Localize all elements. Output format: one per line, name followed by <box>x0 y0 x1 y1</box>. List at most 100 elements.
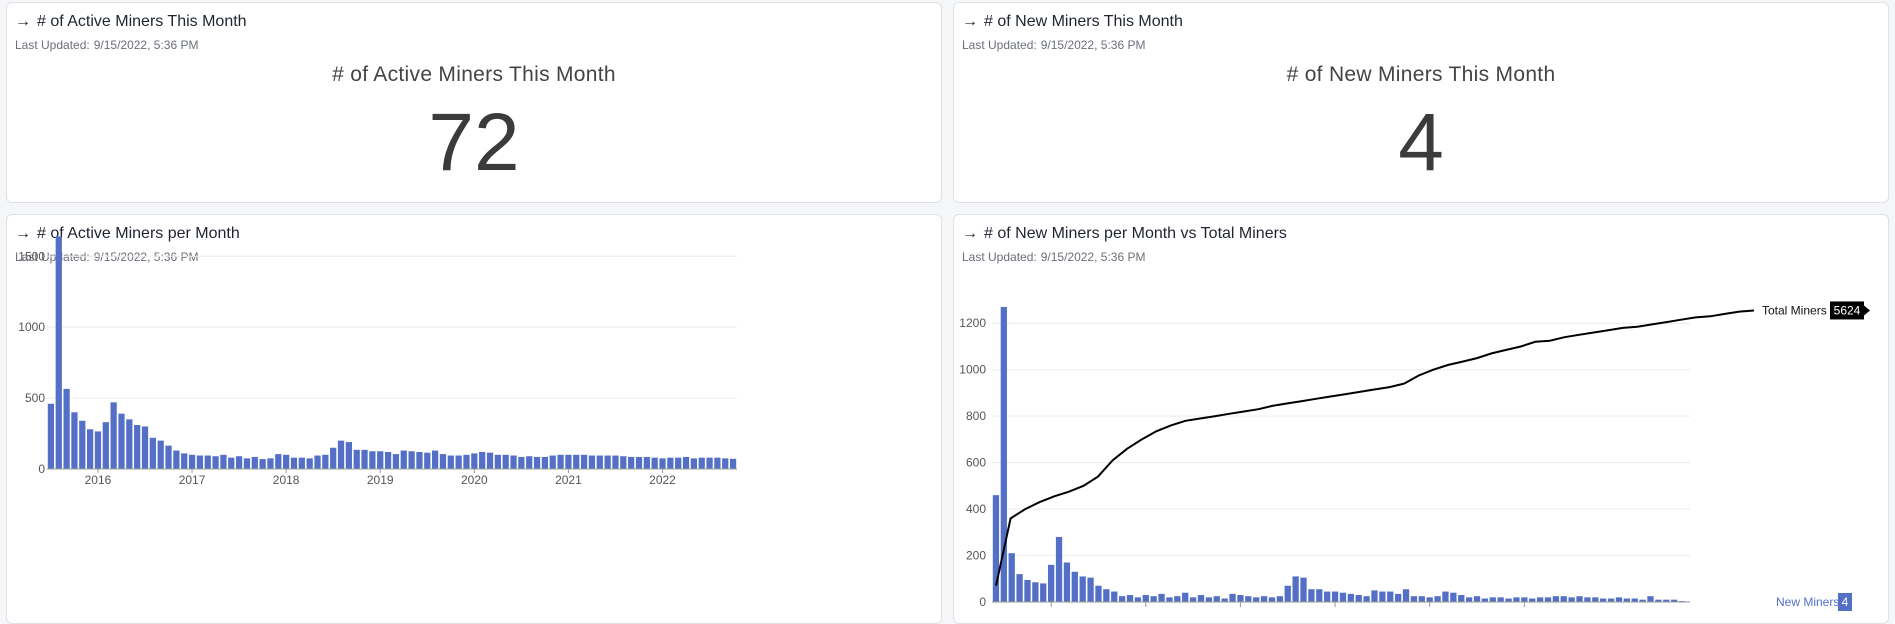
bar <box>518 456 525 469</box>
bar <box>463 454 470 469</box>
bar <box>1568 597 1575 602</box>
bar <box>1379 591 1386 602</box>
bar <box>1189 597 1197 602</box>
bar <box>533 456 541 469</box>
bar <box>1434 596 1441 602</box>
bar <box>1308 589 1315 602</box>
bar <box>573 454 580 469</box>
bar <box>1465 597 1473 602</box>
bar <box>1095 585 1102 602</box>
bar <box>392 454 400 469</box>
bar <box>1000 306 1007 602</box>
bar <box>432 450 439 469</box>
bar <box>1339 592 1347 602</box>
bar <box>1521 597 1528 602</box>
bar <box>526 456 533 469</box>
y-tick-label: 400 <box>966 502 986 516</box>
y-tick-label: 1500 <box>18 249 45 263</box>
bar <box>1103 589 1110 602</box>
bar <box>1268 597 1276 602</box>
bar <box>1639 599 1646 602</box>
bar <box>604 455 611 469</box>
bar <box>565 454 572 469</box>
active-miners-bar-chart[interactable]: 0 500 1000 1500 2016 2017 2018 2019 2020 2021 2022 <box>7 215 942 624</box>
bar <box>298 457 305 469</box>
y-tick-label: 500 <box>25 391 45 405</box>
bar <box>510 455 517 469</box>
card-header-link[interactable]: → # of Active Miners per Month <box>15 225 240 243</box>
bar <box>541 456 549 469</box>
bar <box>1071 571 1078 602</box>
bar <box>1623 598 1630 602</box>
bar <box>212 456 219 469</box>
bar <box>557 454 564 469</box>
end-label-box <box>1838 593 1852 611</box>
bar <box>126 419 133 469</box>
bar <box>1387 591 1394 602</box>
card-header-link[interactable]: → # of New Miners per Month vs Total Min… <box>962 225 1287 243</box>
bar <box>1205 597 1213 602</box>
x-tick-label: 2022 <box>649 473 676 487</box>
y-tick-label: 1200 <box>959 316 986 330</box>
bar <box>228 457 235 469</box>
bar <box>118 413 125 469</box>
bar <box>1592 597 1599 602</box>
bar <box>729 458 737 469</box>
last-updated: Last Updated: 9/15/2022, 5:36 PM <box>15 38 198 52</box>
bar <box>1600 598 1607 602</box>
bar <box>1371 590 1378 602</box>
bar <box>502 454 509 469</box>
bar <box>251 456 258 469</box>
bar <box>620 456 627 469</box>
bar <box>1300 577 1307 602</box>
x-tick-label: 2018 <box>273 473 300 487</box>
bar <box>330 447 337 469</box>
arrow-right-icon: → <box>962 225 978 242</box>
bar <box>173 450 180 469</box>
bar <box>1576 596 1583 602</box>
bar <box>369 451 376 469</box>
bar <box>1111 591 1118 602</box>
y-tick-label: 0 <box>979 595 986 609</box>
bar <box>1324 591 1331 602</box>
card-header-link[interactable]: → # of Active Miners This Month <box>15 13 247 31</box>
bar <box>345 442 352 469</box>
bar <box>377 451 384 469</box>
bar <box>361 449 368 469</box>
bar <box>259 459 266 469</box>
bar <box>722 458 729 469</box>
bar <box>1458 595 1465 602</box>
card-title: # of New Miners This Month <box>984 13 1183 30</box>
bar <box>337 440 345 469</box>
card-title: # of New Miners per Month vs Total Miner… <box>984 225 1287 242</box>
bar <box>1182 592 1189 602</box>
bar <box>134 425 141 469</box>
card-header-link[interactable]: → # of New Miners This Month <box>962 13 1183 31</box>
new-vs-total-miners-chart[interactable]: 0 200 400 600 800 1000 1200 Total Miners 5624 New… <box>954 215 1889 624</box>
last-updated-label: Last Updated: <box>15 38 90 52</box>
bar <box>47 403 55 469</box>
bar <box>1489 597 1496 602</box>
bar <box>1197 595 1205 602</box>
bar <box>400 450 407 469</box>
bar <box>1426 597 1433 602</box>
bar <box>1316 589 1323 602</box>
bar <box>149 437 156 469</box>
bar <box>714 457 721 469</box>
x-tick-label: 2020 <box>461 473 488 487</box>
bar <box>79 420 86 469</box>
bar <box>651 457 658 469</box>
bar <box>243 458 251 469</box>
bar <box>181 453 188 469</box>
bar <box>290 457 298 469</box>
bar <box>1513 597 1520 602</box>
bar <box>1418 596 1425 602</box>
last-updated-label: Last Updated: <box>15 250 90 264</box>
bar <box>1655 599 1662 602</box>
bar <box>486 452 494 469</box>
bar <box>353 449 360 469</box>
bar <box>204 455 211 469</box>
bar <box>1671 599 1678 602</box>
bar <box>1126 595 1134 602</box>
bar <box>1174 596 1181 602</box>
